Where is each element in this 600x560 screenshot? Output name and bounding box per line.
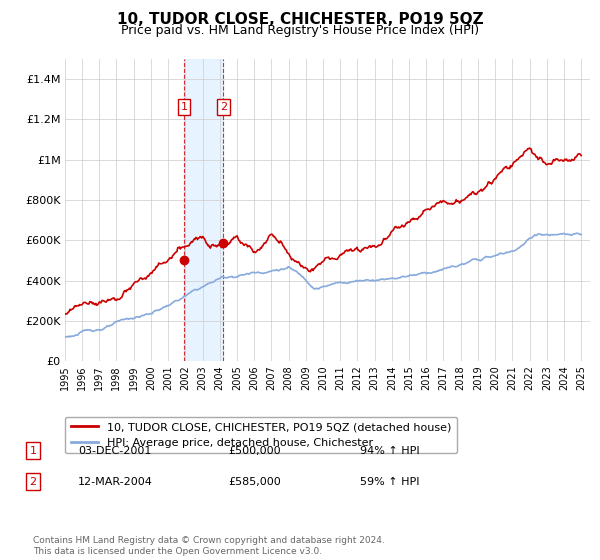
Text: £585,000: £585,000 bbox=[228, 477, 281, 487]
Text: 03-DEC-2001: 03-DEC-2001 bbox=[78, 446, 151, 456]
Text: £500,000: £500,000 bbox=[228, 446, 281, 456]
Legend: 10, TUDOR CLOSE, CHICHESTER, PO19 5QZ (detached house), HPI: Average price, deta: 10, TUDOR CLOSE, CHICHESTER, PO19 5QZ (d… bbox=[65, 417, 457, 453]
Text: Contains HM Land Registry data © Crown copyright and database right 2024.
This d: Contains HM Land Registry data © Crown c… bbox=[33, 536, 385, 556]
Text: 2: 2 bbox=[220, 102, 227, 112]
Text: 2: 2 bbox=[29, 477, 37, 487]
Text: 94% ↑ HPI: 94% ↑ HPI bbox=[360, 446, 419, 456]
Text: 59% ↑ HPI: 59% ↑ HPI bbox=[360, 477, 419, 487]
Text: 12-MAR-2004: 12-MAR-2004 bbox=[78, 477, 153, 487]
Bar bbox=[184, 59, 223, 361]
Text: Price paid vs. HM Land Registry's House Price Index (HPI): Price paid vs. HM Land Registry's House … bbox=[121, 24, 479, 36]
Text: 1: 1 bbox=[181, 102, 187, 112]
Text: 1: 1 bbox=[29, 446, 37, 456]
Text: 10, TUDOR CLOSE, CHICHESTER, PO19 5QZ: 10, TUDOR CLOSE, CHICHESTER, PO19 5QZ bbox=[116, 12, 484, 27]
